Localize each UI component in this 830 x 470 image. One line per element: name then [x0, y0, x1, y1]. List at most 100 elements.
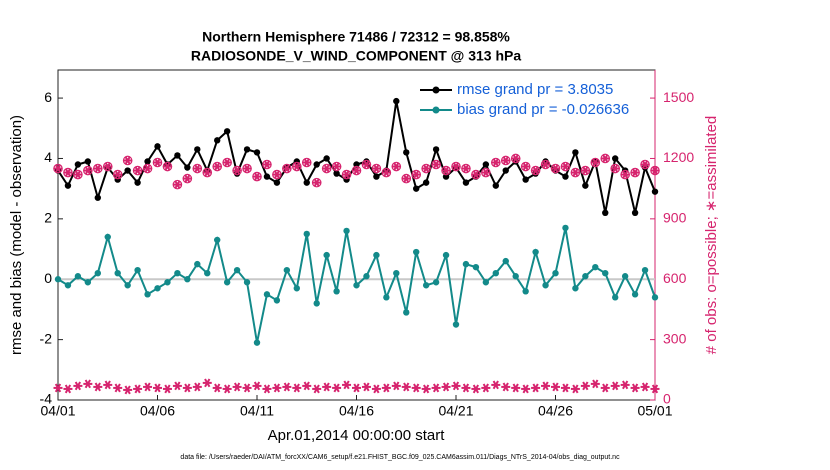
circle-outline: [640, 159, 650, 170]
star-stroke: [233, 166, 241, 175]
point: [541, 381, 551, 391]
point: [204, 269, 211, 277]
circle-outline: [421, 163, 431, 174]
circle-outline: [73, 169, 83, 180]
point: [482, 161, 490, 168]
point: [313, 161, 320, 168]
circle-outline: [471, 169, 481, 180]
point: [243, 146, 251, 153]
circle-outline: [331, 161, 342, 172]
point: [481, 167, 491, 178]
point: [431, 383, 441, 393]
point: [383, 294, 390, 301]
point: [612, 294, 619, 301]
point: [560, 383, 570, 393]
point: [63, 167, 73, 178]
point: [341, 169, 352, 180]
point: [501, 382, 511, 392]
point: [322, 382, 332, 392]
point: [522, 288, 529, 295]
point: [223, 128, 231, 135]
circle-outline: [550, 163, 561, 174]
point: [381, 383, 391, 393]
point: [53, 383, 63, 393]
circle-outline: [441, 165, 451, 176]
star-stroke: [432, 160, 440, 169]
point: [451, 161, 461, 172]
point: [182, 173, 193, 184]
circle-outline: [252, 171, 262, 182]
circle-outline: [112, 169, 123, 180]
point: [134, 266, 141, 274]
point: [144, 158, 151, 165]
point: [391, 381, 401, 391]
star-stroke: [472, 170, 480, 179]
point: [602, 269, 609, 277]
star-stroke: [64, 168, 72, 177]
legend-marker: [432, 106, 440, 114]
point: [73, 169, 83, 180]
point: [214, 236, 221, 244]
point: [572, 149, 579, 156]
point: [500, 155, 511, 166]
circle-outline: [580, 165, 591, 176]
point: [73, 381, 83, 391]
legend-marker: [432, 86, 440, 94]
star-stroke: [393, 381, 400, 391]
point: [182, 383, 192, 393]
star-stroke: [512, 154, 519, 163]
point: [122, 155, 133, 166]
point: [363, 273, 370, 280]
star-stroke: [452, 162, 460, 171]
point: [253, 149, 261, 156]
star-stroke: [363, 382, 370, 392]
circle-outline: [242, 163, 252, 174]
y2-axis-label: # of obs: o=possible; ∗=assimilated: [703, 116, 720, 355]
point: [301, 157, 312, 168]
star-stroke: [74, 170, 82, 179]
circle-outline: [83, 165, 93, 176]
point: [461, 383, 471, 393]
point: [570, 384, 580, 394]
point: [441, 382, 451, 392]
circle-outline: [650, 165, 660, 176]
point: [630, 383, 640, 393]
x-tick-label: 04/16: [339, 403, 374, 419]
star-stroke: [253, 172, 261, 181]
point: [53, 163, 63, 174]
star-stroke: [383, 383, 390, 393]
point: [562, 224, 569, 232]
point: [222, 384, 232, 394]
point: [332, 383, 342, 393]
point: [102, 161, 113, 172]
point: [492, 269, 499, 277]
star-stroke: [333, 162, 340, 171]
circle-outline: [152, 157, 163, 168]
circle-outline: [142, 163, 153, 174]
star-stroke: [423, 384, 430, 394]
star-stroke: [263, 160, 271, 169]
point: [174, 152, 181, 159]
point: [263, 291, 271, 298]
star-stroke: [502, 156, 509, 165]
star-stroke: [124, 156, 131, 165]
y-tick-label: -2: [40, 330, 53, 346]
circle-outline: [291, 161, 302, 172]
point: [63, 384, 73, 394]
point: [612, 155, 619, 162]
point: [650, 165, 660, 176]
circle-outline: [451, 161, 461, 172]
point: [492, 182, 499, 189]
point: [223, 279, 231, 286]
star-stroke: [273, 170, 281, 179]
point: [521, 384, 531, 394]
star-stroke: [472, 384, 480, 394]
point: [74, 161, 82, 168]
y2-tick-label: 900: [663, 210, 687, 226]
star-stroke: [94, 164, 101, 173]
circle-outline: [590, 157, 601, 168]
point: [361, 382, 371, 392]
circle-outline: [411, 169, 421, 180]
circle-outline: [500, 155, 511, 166]
star-stroke: [641, 160, 649, 169]
